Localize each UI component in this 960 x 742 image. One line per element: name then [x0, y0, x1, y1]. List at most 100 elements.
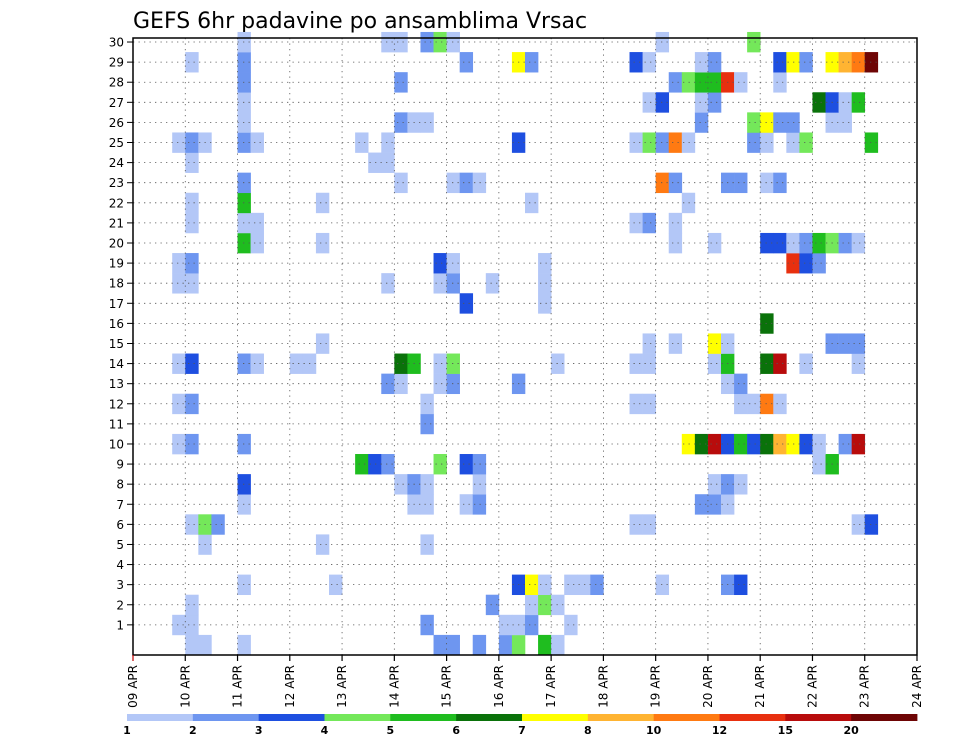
- heatmap-cell: [799, 132, 813, 153]
- x-tick-label: 21 APR: [753, 665, 767, 708]
- heatmap-cell: [747, 31, 761, 53]
- heatmap-cell: [538, 634, 552, 656]
- heatmap-cell: [237, 634, 251, 656]
- heatmap-cell: [642, 514, 656, 535]
- heatmap-cell: [185, 52, 199, 73]
- x-tick-label: 15 APR: [440, 665, 454, 708]
- heatmap-cell: [185, 152, 199, 173]
- heatmap-cell: [433, 373, 447, 395]
- heatmap-cell: [642, 52, 656, 73]
- heatmap-cell: [642, 212, 656, 234]
- x-tick-label: 18 APR: [596, 665, 610, 708]
- heatmap-cell: [773, 112, 787, 133]
- heatmap-cell: [760, 433, 774, 455]
- heatmap-cell: [172, 393, 186, 415]
- heatmap-cell: [734, 72, 748, 93]
- heatmap-cell: [381, 132, 395, 153]
- heatmap-cell: [420, 112, 434, 133]
- colorbar-swatch: [390, 714, 457, 721]
- heatmap-cell: [185, 393, 199, 415]
- heatmap-cell: [394, 373, 408, 395]
- heatmap-cell: [172, 273, 186, 294]
- heatmap-cell: [511, 634, 526, 656]
- heatmap-cell: [851, 92, 866, 113]
- heatmap-cell: [760, 313, 774, 334]
- y-tick-label: 22: [109, 196, 124, 210]
- heatmap-cell: [838, 112, 852, 133]
- heatmap-cell: [694, 72, 709, 93]
- heatmap-cell: [694, 92, 709, 113]
- heatmap-cell: [707, 92, 722, 113]
- heatmap-cell: [838, 52, 852, 73]
- heatmap-cell: [642, 92, 656, 113]
- heatmap-cell: [185, 594, 199, 616]
- y-tick-label: 2: [116, 598, 124, 612]
- heatmap-cell: [525, 574, 539, 596]
- heatmap-cell: [760, 353, 774, 374]
- heatmap-cell: [525, 52, 539, 73]
- colorbar-label: 12: [712, 724, 727, 737]
- heatmap-cell: [851, 353, 866, 374]
- heatmap-cell: [538, 273, 552, 294]
- heatmap-cell: [799, 433, 813, 455]
- heatmap-cell: [420, 614, 434, 636]
- heatmap-cell: [747, 393, 761, 415]
- y-tick-label: 13: [109, 377, 124, 391]
- heatmap-cell: [864, 52, 879, 73]
- heatmap-cell: [694, 52, 709, 73]
- heatmap-cell: [851, 232, 866, 254]
- colorbar-label: 10: [646, 724, 662, 737]
- heatmap-cell: [668, 333, 683, 354]
- heatmap-cell: [289, 353, 304, 374]
- y-tick-label: 29: [109, 56, 124, 70]
- colorbar-swatch: [127, 714, 194, 721]
- heatmap-cell: [381, 373, 395, 395]
- heatmap-cell: [368, 152, 382, 173]
- heatmap-cell: [668, 212, 683, 234]
- heatmap-cell: [655, 31, 670, 53]
- y-tick-label: 15: [109, 337, 124, 351]
- heatmap-cell: [864, 514, 879, 535]
- heatmap-cell: [538, 293, 552, 314]
- heatmap-cell: [498, 614, 513, 636]
- heatmap-cell: [799, 52, 813, 73]
- heatmap-cell: [394, 172, 408, 194]
- heatmap-cell: [172, 253, 186, 274]
- heatmap-cell: [394, 353, 408, 374]
- heatmap-cell: [629, 353, 643, 374]
- heatmap-cell: [642, 353, 656, 374]
- y-tick-label: 17: [109, 297, 124, 311]
- heatmap-cell: [394, 112, 408, 133]
- heatmap-cell: [838, 333, 852, 354]
- heatmap-cell: [629, 132, 643, 153]
- heatmap-cell: [655, 172, 670, 194]
- heatmap-cell: [485, 594, 500, 616]
- heatmap-cell: [681, 433, 696, 455]
- heatmap-cell: [446, 634, 460, 656]
- y-tick-label: 4: [116, 558, 124, 572]
- heatmap-cell: [577, 574, 591, 596]
- heatmap-cell: [420, 474, 434, 495]
- colorbar-swatch: [258, 714, 325, 721]
- colorbar-swatch: [192, 714, 260, 721]
- y-tick-label: 25: [109, 136, 124, 150]
- heatmap-cell: [185, 634, 199, 656]
- heatmap-cell: [185, 132, 199, 153]
- y-tick-label: 6: [116, 518, 124, 532]
- heatmap-cell: [315, 534, 330, 555]
- colorbar-swatch: [851, 714, 918, 721]
- heatmap-cell: [668, 72, 683, 93]
- y-tick-label: 21: [109, 216, 124, 230]
- heatmap-cell: [799, 232, 813, 254]
- y-tick-label: 11: [109, 417, 124, 431]
- heatmap-cell: [355, 132, 369, 153]
- heatmap-cell: [459, 494, 474, 515]
- y-tick-label: 24: [109, 156, 124, 170]
- colorbar-label: 4: [321, 724, 329, 737]
- y-tick-label: 7: [116, 498, 124, 512]
- x-axis-labels: 09 APR 10 APR 11 APR 12 APR 13 APR 14 APR 15 A…: [126, 665, 924, 708]
- heatmap-cell: [655, 132, 670, 153]
- colorbar-label: 7: [518, 724, 526, 737]
- heatmap-cell: [185, 614, 199, 636]
